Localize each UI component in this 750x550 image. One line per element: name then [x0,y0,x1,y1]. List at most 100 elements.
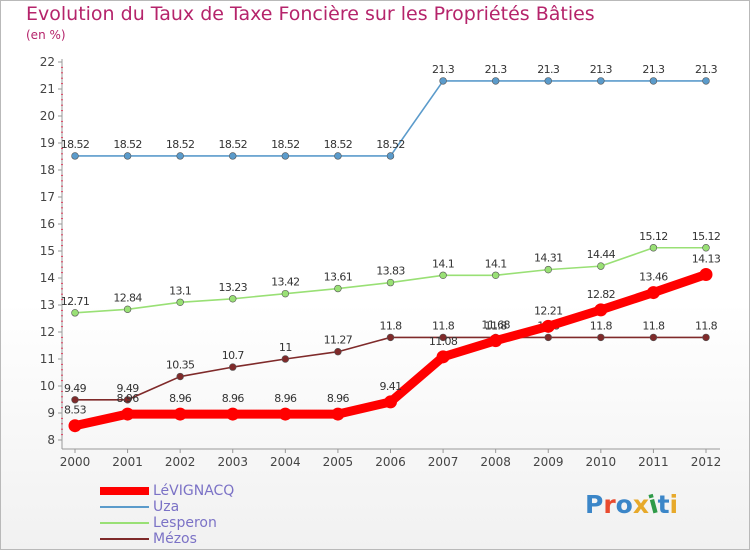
legend-item: LéVIGNACQ [100,483,350,500]
data-point [541,319,555,333]
data-label: 14.13 [692,252,721,265]
data-point [71,152,79,160]
y-tick-label: 16 [40,217,55,231]
data-label: 13.23 [219,281,248,294]
data-label: 10.7 [222,349,245,362]
x-tick-label: 2010 [586,455,617,469]
y-tick-label: 9 [47,406,55,420]
legend-swatch [100,538,149,540]
y-tick-label: 15 [40,244,55,258]
data-label: 13.1 [169,284,191,297]
legend-item: Mézos [100,531,350,548]
chart-legend: LéVIGNACQ Uza Lesperon Mézos [100,483,350,548]
data-point [594,303,608,317]
legend-swatch [100,506,149,508]
logo-letter: o [615,490,633,519]
data-point [386,152,395,160]
data-label: 21.3 [590,63,613,76]
data-point [491,271,500,279]
data-label: 9.49 [117,382,140,395]
data-label: 21.3 [432,63,455,76]
data-label: 14.1 [432,257,454,270]
data-label: 13.46 [639,271,668,284]
data-point [173,407,187,421]
legend-label: Mézos [153,531,197,547]
data-point [702,333,710,342]
data-label: 8.96 [222,392,245,405]
data-label: 12.82 [587,288,616,301]
x-tick-label: 2003 [217,455,248,469]
data-label: 18.52 [61,138,90,151]
logo-letter: x [632,490,649,519]
data-label: 9.49 [64,382,87,395]
y-tick-label: 17 [40,190,55,204]
legend-swatch [100,487,149,495]
x-tick-label: 2000 [60,455,91,469]
y-tick-label: 10 [40,379,55,393]
chart-title: Evolution du Taux de Taxe Foncière sur l… [26,3,595,25]
series-levignacq: 8.53 8.96 8.96 8.96 8.96 8.96 9.41 11.08 11.68 12… [64,252,721,433]
data-label: 12.71 [61,295,90,308]
data-point [544,265,552,274]
data-label: 18.52 [376,138,405,151]
data-point [176,152,184,160]
data-point [123,152,132,160]
data-label: 11.8 [432,319,455,332]
data-label: 8.53 [64,404,87,417]
y-tick-label: 11 [40,352,55,366]
data-point [71,396,79,404]
data-point [649,244,658,252]
data-label: 8.96 [169,392,192,405]
data-label: 15.12 [692,230,721,243]
data-point [439,271,447,279]
data-point [439,333,447,342]
series-uza: 18.52 18.52 18.52 18.52 18.52 18.52 18.52 21.3 2… [61,63,718,160]
data-point [702,244,710,252]
data-label: 14.31 [534,252,563,265]
data-point [649,333,658,342]
data-point [331,407,345,421]
data-point [229,295,237,303]
data-label: 11.08 [429,335,458,348]
data-label: 11.8 [695,319,718,332]
data-point [436,350,450,364]
data-point [544,333,552,342]
x-tick-label: 2005 [323,455,354,469]
data-label: 13.61 [324,271,353,284]
data-label: 11.68 [481,319,510,332]
data-point [121,407,135,421]
data-point [68,419,82,433]
y-tick-label: 13 [40,298,55,312]
data-label: 8.96 [327,392,350,405]
legend-label: LéVIGNACQ [153,483,235,499]
y-tick-label: 12 [40,325,55,339]
data-label: 11.8 [642,319,665,332]
data-point [646,286,660,300]
y-tick-label: 8 [47,433,55,447]
data-point [334,152,342,160]
data-label: 21.3 [642,63,665,76]
series-mezos: 9.49 9.49 10.35 10.7 11 11.27 11.8 11.8 11.8 11.8… [64,319,718,404]
data-point [384,395,397,409]
data-label: 10.35 [166,359,195,372]
data-label: 12.21 [534,304,563,317]
data-point [334,348,342,356]
data-label: 9.41 [379,380,401,393]
data-label: 8.96 [117,392,140,405]
data-point [649,77,658,85]
data-point [386,333,395,342]
y-tick-label: 19 [40,136,55,150]
logo-letter: i [669,490,679,519]
data-label: 18.52 [324,138,353,151]
proxiti-logo: Proxiti [585,489,679,519]
x-tick-label: 2007 [428,455,459,469]
y-tick-label: 14 [40,271,55,285]
data-point [544,77,552,85]
data-label: 18.52 [166,138,195,151]
data-label: 11.8 [379,319,402,332]
data-label: 21.3 [695,63,718,76]
data-point [491,77,500,85]
legend-label: Uza [153,499,180,515]
data-label: 8.96 [274,392,297,405]
